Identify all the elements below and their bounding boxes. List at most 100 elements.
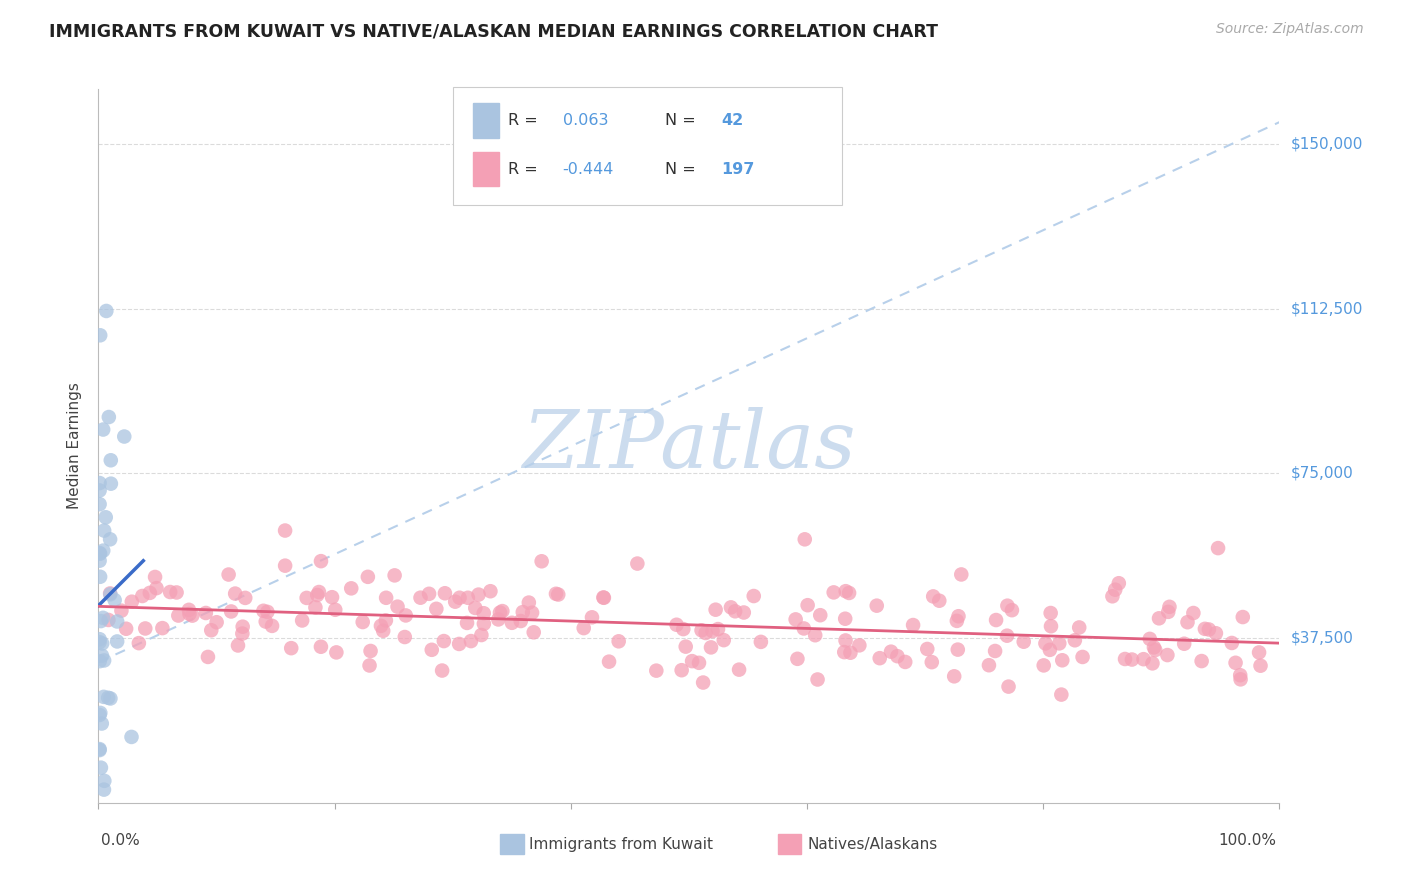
Point bbox=[90, 614, 112, 628]
Point bbox=[373, 624, 395, 638]
Point bbox=[90, 716, 112, 731]
Point bbox=[977, 658, 1000, 673]
Point bbox=[308, 585, 330, 599]
Point bbox=[425, 602, 447, 616]
Point bbox=[387, 599, 409, 614]
Point bbox=[232, 620, 254, 634]
Point bbox=[1052, 653, 1074, 667]
Point bbox=[98, 586, 121, 600]
Y-axis label: Median Earnings: Median Earnings bbox=[67, 383, 83, 509]
Point bbox=[1250, 658, 1272, 673]
Point bbox=[457, 591, 479, 605]
Point bbox=[1035, 636, 1057, 650]
Point bbox=[793, 622, 815, 636]
Text: R =: R = bbox=[508, 113, 543, 128]
Point bbox=[472, 616, 495, 631]
Point bbox=[456, 615, 478, 630]
Point bbox=[1225, 656, 1247, 670]
Point bbox=[291, 614, 314, 628]
Point bbox=[444, 595, 467, 609]
Point bbox=[690, 624, 713, 638]
Point bbox=[675, 640, 697, 654]
Point bbox=[145, 581, 167, 595]
Point bbox=[592, 591, 614, 605]
Point bbox=[995, 599, 1018, 613]
Point bbox=[1039, 619, 1062, 633]
Point bbox=[692, 675, 714, 690]
Point bbox=[1039, 643, 1062, 657]
Point bbox=[796, 598, 818, 612]
Point bbox=[724, 604, 747, 618]
Point bbox=[921, 655, 943, 669]
Point bbox=[89, 708, 111, 723]
Point bbox=[467, 588, 489, 602]
Point bbox=[832, 645, 855, 659]
Point bbox=[394, 630, 416, 644]
Point bbox=[97, 410, 120, 425]
Text: N =: N = bbox=[665, 113, 702, 128]
Point bbox=[395, 608, 418, 623]
Point bbox=[894, 655, 917, 669]
Point bbox=[93, 524, 115, 538]
Point bbox=[742, 589, 765, 603]
Point bbox=[89, 742, 111, 756]
Point bbox=[592, 591, 614, 605]
Text: $37,500: $37,500 bbox=[1291, 631, 1354, 646]
Point bbox=[219, 605, 242, 619]
Point bbox=[720, 600, 742, 615]
Point bbox=[520, 606, 543, 620]
Point bbox=[1206, 541, 1229, 555]
Point bbox=[672, 622, 695, 636]
Point bbox=[489, 606, 512, 620]
Point bbox=[374, 613, 396, 627]
Point bbox=[1142, 657, 1164, 671]
FancyBboxPatch shape bbox=[453, 87, 842, 205]
Point bbox=[1114, 652, 1136, 666]
Point bbox=[512, 605, 534, 619]
Point bbox=[205, 615, 228, 630]
Point bbox=[409, 591, 432, 605]
Point bbox=[733, 606, 755, 620]
Point bbox=[823, 585, 845, 599]
Point bbox=[91, 648, 114, 663]
Text: $112,500: $112,500 bbox=[1291, 301, 1362, 317]
Point bbox=[89, 476, 111, 491]
Point bbox=[159, 585, 181, 599]
Point bbox=[834, 612, 856, 626]
Point bbox=[681, 654, 703, 668]
Point bbox=[152, 621, 174, 635]
Point bbox=[340, 582, 363, 596]
Point bbox=[280, 641, 302, 656]
Point bbox=[449, 591, 471, 605]
Point bbox=[470, 628, 492, 642]
Point bbox=[848, 638, 870, 652]
Point bbox=[89, 743, 111, 757]
Point bbox=[89, 654, 111, 668]
Point bbox=[1108, 576, 1130, 591]
Point bbox=[1194, 622, 1216, 636]
Point bbox=[928, 593, 950, 607]
Point bbox=[866, 599, 889, 613]
Point bbox=[700, 640, 723, 655]
Text: N =: N = bbox=[665, 161, 702, 177]
Point bbox=[702, 624, 724, 639]
Point bbox=[112, 429, 135, 443]
Point bbox=[886, 649, 908, 664]
Point bbox=[89, 483, 111, 498]
Point bbox=[274, 524, 297, 538]
Point bbox=[105, 634, 128, 648]
Text: 42: 42 bbox=[721, 113, 744, 128]
Point bbox=[357, 570, 380, 584]
Point bbox=[167, 608, 190, 623]
FancyBboxPatch shape bbox=[778, 834, 801, 855]
Point bbox=[1177, 615, 1199, 630]
Point bbox=[449, 637, 471, 651]
Point bbox=[90, 761, 112, 775]
Point bbox=[713, 633, 735, 648]
Point bbox=[544, 587, 567, 601]
Point bbox=[89, 554, 111, 568]
Point bbox=[523, 625, 546, 640]
Point bbox=[1173, 637, 1195, 651]
Point bbox=[89, 706, 111, 720]
Point bbox=[501, 615, 523, 630]
